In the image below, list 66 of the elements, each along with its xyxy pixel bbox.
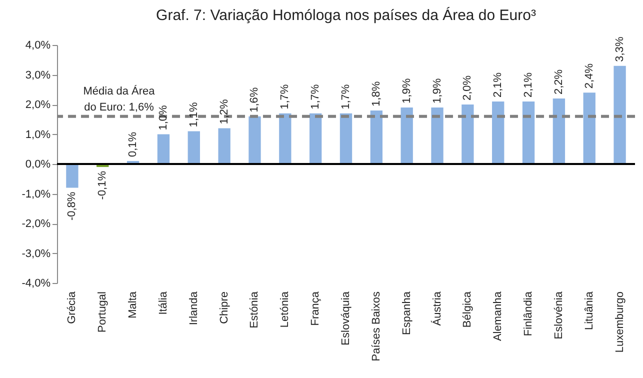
x-tick-label: Áustria (430, 290, 444, 326)
bar (400, 107, 413, 164)
bar (340, 113, 352, 164)
x-tick-label: França (310, 290, 322, 326)
data-label: 2,0% (462, 75, 474, 100)
x-tick-label: Chipre (218, 292, 230, 324)
y-tick-label: 0,0% (25, 158, 51, 170)
bar (248, 116, 261, 164)
bar (492, 102, 504, 164)
data-label: 0,1% (127, 132, 140, 158)
data-label: 1,9% (400, 78, 413, 104)
data-label: 1,8% (370, 81, 382, 106)
data-label: 1,7% (279, 84, 292, 110)
bar (218, 128, 230, 164)
bar (583, 92, 596, 164)
x-tick-label: Eslovénia (552, 290, 565, 340)
data-label: 1,6% (248, 87, 261, 112)
x-tick-label: Portugal (96, 292, 109, 332)
y-tick-label: -3,0% (22, 248, 51, 260)
x-tick-label: Eslováquia (340, 290, 352, 346)
x-tick-label: Letónia (279, 290, 292, 328)
bar (370, 110, 383, 164)
bar (462, 104, 474, 164)
data-label: 2,2% (552, 69, 565, 95)
bar (552, 98, 566, 164)
x-tick-label: Finlândia (522, 290, 535, 336)
data-label: -0,1% (96, 170, 109, 200)
data-label: 1,1% (188, 102, 200, 128)
bar (431, 107, 444, 164)
data-label: 1,7% (340, 84, 352, 110)
x-tick-label: Luxemburgo (614, 292, 626, 353)
x-tick-label: Espanha (400, 290, 413, 335)
x-tick-label: Irlanda (188, 290, 200, 326)
data-label: 2,1% (522, 72, 535, 98)
y-tick-label: -4,0% (22, 278, 51, 290)
y-tick-label: -2,0% (22, 218, 51, 230)
bar (66, 164, 78, 188)
data-label: 1,9% (431, 78, 444, 104)
x-tick-label: Malta (127, 290, 140, 318)
data-label: 2,4% (583, 63, 596, 89)
x-tick-label: Países Baixos (370, 291, 382, 362)
x-tick-label: Itália (157, 290, 170, 315)
x-tick-label: Bélgica (462, 290, 474, 328)
y-tick-label: 4,0% (25, 40, 51, 52)
bar (279, 113, 292, 164)
x-tick-label: Lituânia (583, 290, 596, 330)
bar (614, 66, 626, 164)
bar (188, 131, 200, 164)
x-tick-label: Grécia (66, 290, 78, 324)
x-tick-label: Estónia (248, 290, 261, 328)
bar (522, 102, 535, 164)
chart-title: Graf. 7: Variação Homóloga nos países da Área do Euro³ (156, 6, 536, 24)
data-label: 1,7% (310, 84, 322, 110)
x-tick-label: Alemanha (492, 290, 504, 342)
data-label: 3,3% (614, 36, 626, 62)
y-tick-label: 2,0% (25, 99, 51, 111)
data-label: 1,0% (157, 104, 170, 130)
y-tick-label: -1,0% (22, 188, 51, 200)
data-label: 2,1% (492, 72, 504, 98)
y-tick-label: 3,0% (25, 69, 51, 82)
bar (309, 113, 322, 164)
data-label: -0,8% (66, 192, 78, 221)
y-tick-label: 1,0% (25, 128, 51, 141)
ref-line-label: Média da Área do Euro: 1,6% (83, 84, 156, 114)
bar (157, 134, 170, 164)
data-label: 1,2% (218, 99, 230, 124)
